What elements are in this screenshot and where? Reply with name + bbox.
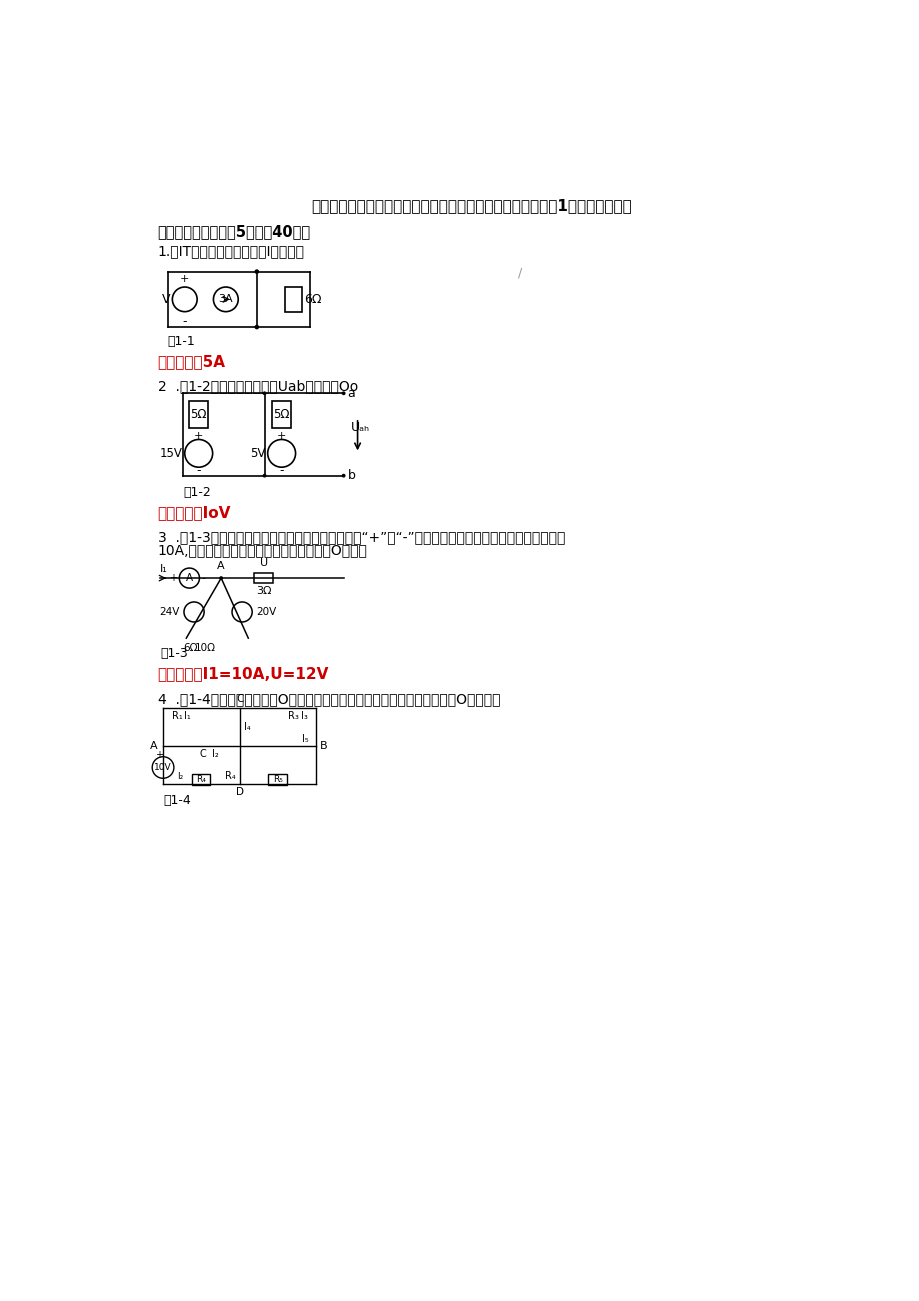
Text: I₂: I₂	[212, 749, 219, 758]
Text: I₅: I₅	[301, 734, 308, 744]
Text: I₄: I₄	[244, 722, 251, 731]
Text: C: C	[199, 749, 207, 758]
Text: A: A	[150, 742, 157, 751]
Text: 2  .图1-2所示电路中，电压Uab的数值是Oo: 2 .图1-2所示电路中，电压Uab的数值是Oo	[157, 380, 357, 393]
Text: 图1-2: 图1-2	[183, 485, 210, 498]
Text: V: V	[162, 293, 171, 306]
Circle shape	[262, 474, 267, 477]
Bar	[268, 774, 287, 786]
Text: R₅: R₅	[273, 775, 282, 785]
Text: +: +	[169, 572, 176, 583]
Text: b: b	[347, 470, 355, 483]
Text: I₁: I₁	[185, 712, 191, 721]
Text: +: +	[155, 751, 163, 760]
Text: 4  .图1-4所示的电路中包含O条支路，用支路电流法分析该电路，需要列写O个方程。: 4 .图1-4所示的电路中包含O条支路，用支路电流法分析该电路，需要列写O个方程…	[157, 692, 500, 706]
Text: 1.图IT所示的电路中，电流I为（）。: 1.图IT所示的电路中，电流I为（）。	[157, 245, 304, 259]
Text: C: C	[236, 695, 244, 704]
Text: 图1-4: 图1-4	[163, 794, 190, 807]
Text: 10A,有关电流、电压方向也表示在图中，则O正确。: 10A,有关电流、电压方向也表示在图中，则O正确。	[157, 544, 367, 557]
Bar	[272, 401, 290, 428]
Circle shape	[341, 474, 346, 477]
Text: B: B	[320, 742, 328, 751]
Text: 正确答案：I1=10A,U=12V: 正确答案：I1=10A,U=12V	[157, 666, 329, 680]
Text: -: -	[279, 463, 284, 476]
Circle shape	[255, 269, 259, 275]
Text: /: /	[517, 267, 522, 280]
Text: R₄: R₄	[225, 770, 235, 781]
Bar	[191, 774, 210, 786]
Text: I₁: I₁	[160, 563, 167, 574]
Text: 5Ω: 5Ω	[273, 407, 289, 420]
Text: 国家开放大学一网一平台《电工电子技术》形考任务平时作业1网考题库及答案: 国家开放大学一网一平台《电工电子技术》形考任务平时作业1网考题库及答案	[311, 199, 631, 213]
Text: 图1-1: 图1-1	[167, 334, 195, 347]
Text: A: A	[217, 561, 225, 571]
Text: -: -	[182, 315, 187, 328]
Text: 3A: 3A	[219, 294, 233, 304]
Text: 24V: 24V	[160, 608, 180, 617]
Circle shape	[255, 325, 259, 329]
Text: 6Ω: 6Ω	[304, 293, 322, 306]
Text: 6Ω: 6Ω	[183, 643, 198, 653]
Text: -: -	[201, 572, 205, 583]
Text: R₁: R₁	[172, 712, 182, 721]
Circle shape	[262, 392, 267, 396]
Text: 图1-3: 图1-3	[160, 648, 187, 661]
Text: D: D	[235, 787, 244, 796]
Text: U: U	[259, 558, 267, 569]
Text: 3Ω: 3Ω	[255, 585, 271, 596]
Text: 10V: 10V	[154, 762, 172, 771]
Text: 20V: 20V	[255, 608, 276, 617]
Text: 15V: 15V	[159, 446, 182, 459]
Text: R₃: R₃	[288, 712, 299, 721]
Text: -: -	[197, 463, 200, 476]
Text: 5V: 5V	[250, 446, 265, 459]
Bar	[284, 288, 301, 312]
Text: 正确答案：IoV: 正确答案：IoV	[157, 505, 231, 520]
Text: R₄: R₄	[196, 775, 206, 785]
Text: Uₐₕ: Uₐₕ	[351, 422, 370, 435]
Text: 5Ω: 5Ω	[190, 407, 207, 420]
Text: 10Ω: 10Ω	[195, 643, 216, 653]
Text: I₂: I₂	[176, 771, 183, 781]
Text: +: +	[277, 431, 286, 441]
Text: 正确答案：5A: 正确答案：5A	[157, 354, 225, 369]
Circle shape	[219, 576, 223, 580]
Bar	[189, 401, 208, 428]
Text: 一、选择题（每小题5分，共40分）: 一、选择题（每小题5分，共40分）	[157, 224, 311, 239]
Bar	[255, 572, 273, 583]
Text: +: +	[194, 431, 203, 441]
Text: I₃: I₃	[301, 712, 308, 721]
Text: A: A	[186, 572, 193, 583]
Text: a: a	[347, 386, 355, 399]
Circle shape	[341, 392, 346, 396]
Text: 3  .图1-3所示的电路中，电流表的正、负接线端用“+”、“-”号标出，现电流表指针正向偏转，示数为: 3 .图1-3所示的电路中，电流表的正、负接线端用“+”、“-”号标出，现电流表…	[157, 531, 564, 544]
Text: +: +	[180, 273, 189, 284]
